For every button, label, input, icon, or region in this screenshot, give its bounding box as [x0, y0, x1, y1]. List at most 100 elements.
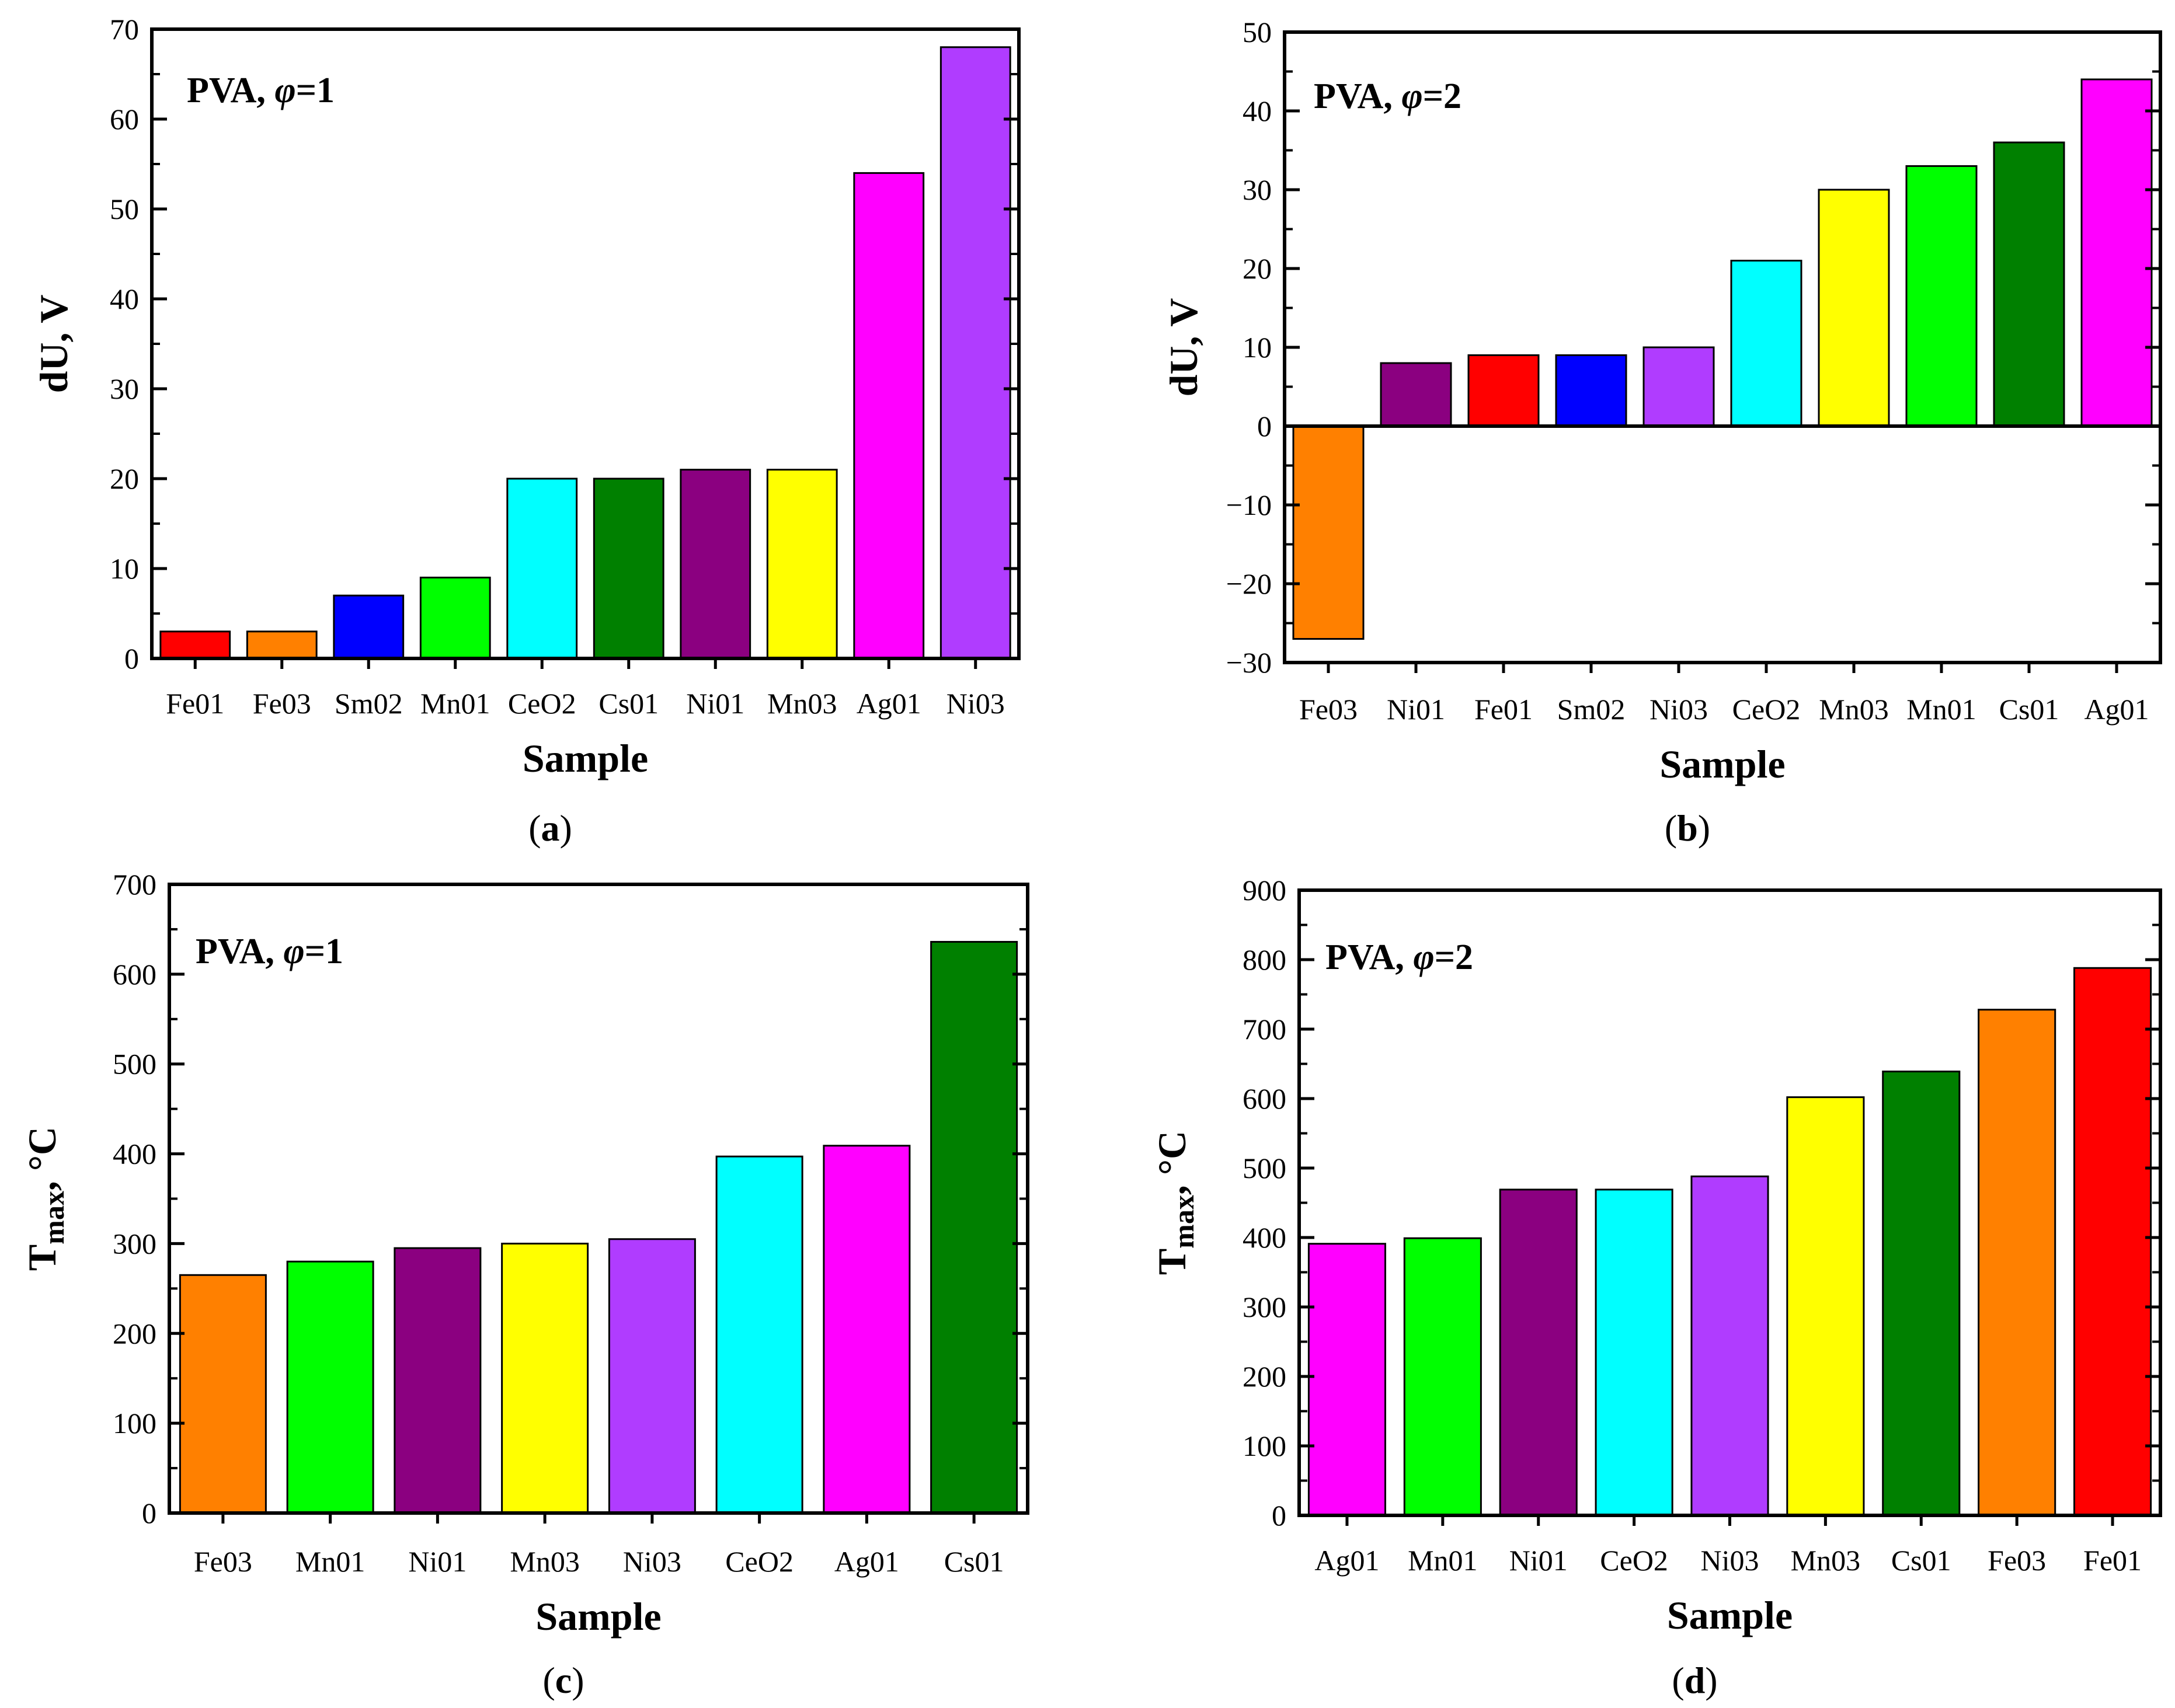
panel-label: (b) — [1665, 807, 1710, 849]
y-tick-label: 40 — [1243, 95, 1272, 127]
x-axis-label: Sample — [1667, 1593, 1793, 1637]
annotation-text: PVA, φ=2 — [1314, 76, 1461, 116]
bar — [1307, 1243, 1387, 1517]
y-tick-label: 0 — [124, 642, 139, 675]
bar — [1403, 1237, 1482, 1517]
bar — [246, 630, 318, 660]
x-tick-label: Fe01 — [2083, 1544, 2142, 1577]
bar — [1467, 354, 1540, 427]
y-tick-label: 500 — [113, 1048, 156, 1080]
bar — [506, 477, 578, 660]
x-tick-label: Ag01 — [834, 1545, 899, 1578]
y-tick-label: 800 — [1243, 943, 1286, 976]
bar — [1730, 260, 1802, 427]
annotation-value: =1 — [296, 71, 335, 110]
bar — [608, 1238, 696, 1514]
annotation-value: =2 — [1423, 76, 1461, 116]
bar — [1993, 141, 2065, 427]
chart-panel-d: 0 100 200 300 400 500 600 700 800 900 Ag01 Mn01 Ni01… — [1150, 874, 2162, 1701]
bar — [159, 630, 231, 660]
bar — [1905, 165, 1978, 427]
bar — [680, 469, 751, 660]
y-tick-label: 0 — [142, 1497, 156, 1529]
y-axis-label-tail: , °C — [1150, 1131, 1194, 1195]
bar — [930, 940, 1018, 1514]
panel-label: (a) — [528, 807, 572, 849]
x-tick-label: CeO2 — [1600, 1544, 1668, 1577]
chart-panel-c: 0 100 200 300 400 500 600 700 Fe03 Mn01 Ni01 Mn03 Ni… — [20, 868, 1029, 1701]
panel-label-open: ( — [542, 1660, 555, 1701]
bar — [1690, 1175, 1769, 1517]
panel-label-letter: d — [1685, 1660, 1706, 1701]
y-tick-label: 10 — [1243, 331, 1272, 364]
bar — [823, 1145, 911, 1514]
x-tick-label: Cs01 — [598, 687, 659, 720]
x-axis-label: Sample — [523, 736, 648, 780]
x-tick-label: Mn01 — [295, 1545, 365, 1578]
x-tick-label: Mn03 — [510, 1545, 579, 1578]
panel-label-letter: a — [541, 807, 560, 849]
x-tick-label: CeO2 — [1732, 693, 1801, 726]
panel-label-letter: b — [1677, 807, 1698, 849]
x-tick-label: Fe03 — [194, 1545, 252, 1578]
annotation-prefix: PVA, — [196, 932, 283, 971]
x-tick-label: Cs01 — [944, 1545, 1004, 1578]
y-tick-label: 900 — [1243, 874, 1286, 907]
y-tick-label: 300 — [113, 1227, 156, 1260]
bar — [333, 594, 405, 660]
y-tick-label: 0 — [1272, 1499, 1286, 1532]
x-tick-label: Ni03 — [1701, 1544, 1759, 1577]
bar — [179, 1274, 267, 1514]
y-tick-label: 700 — [1243, 1013, 1286, 1045]
annotation-symbol: φ — [1401, 76, 1422, 116]
y-tick-label: 200 — [113, 1317, 156, 1350]
x-tick-label: Ag01 — [857, 687, 921, 720]
annotation-prefix: PVA, — [187, 71, 274, 110]
x-tick-label: Ni01 — [408, 1545, 467, 1578]
y-tick-label: 30 — [1243, 173, 1272, 206]
y-tick-label: 700 — [113, 868, 156, 901]
x-tick-label: Ag01 — [1314, 1544, 1379, 1577]
y-axis-label-tail: , °C — [20, 1127, 64, 1191]
annotation-symbol: φ — [274, 71, 295, 110]
x-tick-label: Mn01 — [1408, 1544, 1477, 1577]
annotation-prefix: PVA, — [1314, 76, 1401, 116]
bar — [715, 1155, 803, 1514]
panel-label: (c) — [542, 1660, 584, 1701]
chart-panel-a: 0 10 20 30 40 50 60 70 Fe01 Fe03 Sm02 Mn01 CeO2 Cs01 N… — [32, 13, 1021, 849]
bar — [593, 477, 664, 660]
bar — [1380, 362, 1452, 427]
annotation-text: PVA, φ=2 — [1325, 937, 1473, 977]
panel-label-close: ) — [572, 1660, 584, 1701]
panel-label-open: ( — [1665, 807, 1677, 849]
panel-label-close: ) — [1698, 807, 1710, 849]
y-tick-label: 400 — [113, 1138, 156, 1170]
y-tick-label: 100 — [1243, 1430, 1286, 1462]
annotation-text: PVA, φ=1 — [196, 932, 343, 971]
bar — [1882, 1071, 1961, 1517]
x-tick-label: Fe01 — [166, 687, 224, 720]
bar — [394, 1247, 482, 1514]
y-tick-label: 70 — [110, 13, 139, 46]
annotation-text: PVA, φ=1 — [187, 71, 335, 110]
y-axis-label: Tmax, °C — [20, 1127, 70, 1271]
x-tick-label: Mn03 — [767, 687, 837, 720]
x-tick-label: Fe03 — [1988, 1544, 2046, 1577]
panel-label-open: ( — [528, 807, 541, 849]
bar — [501, 1242, 589, 1514]
y-tick-label: 40 — [110, 283, 139, 315]
panel-label-open: ( — [1672, 1660, 1684, 1701]
y-tick-label: 30 — [110, 372, 139, 405]
x-axis-label: Sample — [535, 1594, 661, 1639]
annotation-value: =1 — [305, 932, 343, 971]
bar — [1642, 346, 1715, 427]
x-tick-label: Mn01 — [1906, 693, 1976, 726]
y-tick-label: −30 — [1226, 646, 1272, 679]
x-tick-label: Ni01 — [1387, 693, 1445, 726]
x-tick-label: Ni03 — [1649, 693, 1708, 726]
y-axis-label: Tmax, °C — [1150, 1131, 1200, 1275]
y-tick-label: 500 — [1243, 1152, 1286, 1184]
y-tick-label: 600 — [1243, 1082, 1286, 1115]
bar — [766, 469, 838, 660]
